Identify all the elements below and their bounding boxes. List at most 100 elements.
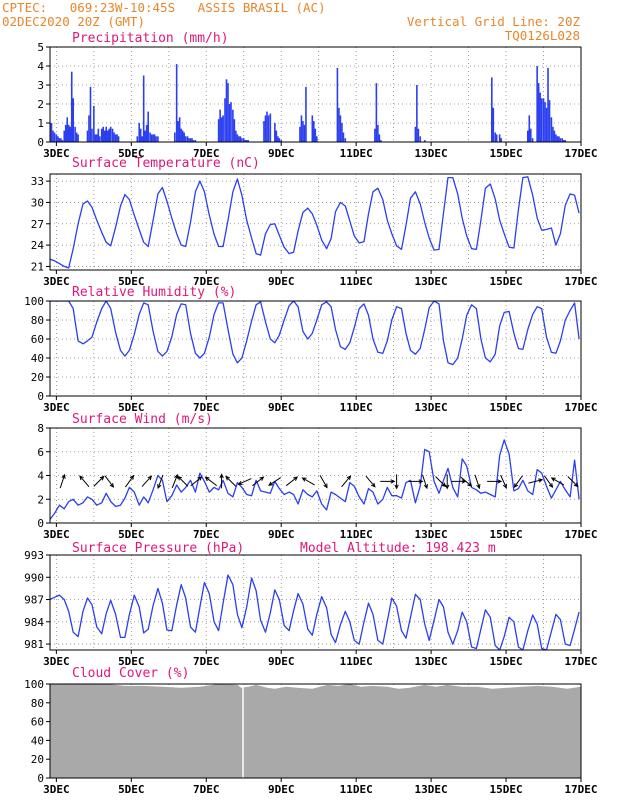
precip-bar [274, 123, 276, 142]
wind-arrow [487, 479, 503, 484]
precip-bar [227, 83, 229, 142]
x-tick-label: 5DEC [118, 401, 145, 414]
precip-bar [236, 134, 239, 142]
x-tick-label: 17DEC [564, 783, 597, 796]
precip-bar [375, 83, 378, 142]
precip-bar [263, 121, 265, 142]
x-tick-label: 7DEC [193, 783, 220, 796]
wind-arrow [394, 474, 399, 490]
x-tick-label: 7DEC [193, 275, 220, 288]
precip-bar [564, 140, 567, 142]
precip-bar [60, 138, 62, 142]
precip-bar [74, 126, 76, 142]
x-tick-label: 13DEC [415, 401, 448, 414]
precip-bar [189, 138, 192, 142]
precip-bar [238, 136, 240, 142]
precip-bar [63, 130, 66, 142]
precip-bar [542, 98, 545, 142]
precip-bar [219, 109, 221, 142]
x-tick-label: 9DEC [268, 528, 295, 541]
y-tick-label: 993 [24, 549, 44, 562]
precip-bar [344, 138, 347, 142]
panel-4: 981 984 987 990 993 3DEC 5DEC 7DEC 9DEC 11DEC 13DE… [24, 541, 597, 668]
y-tick-label: 984 [24, 616, 44, 629]
precip-bar [536, 66, 538, 142]
precip-bar [341, 123, 343, 142]
panel-5: 0 20 40 60 80 100 3DEC 5DEC 7DEC 9DEC 11DEC 13DEC 15… [24, 666, 597, 796]
precip-bar [558, 136, 560, 142]
precip-bar [100, 128, 103, 142]
precip-bar [188, 138, 190, 142]
precip-bar [419, 136, 422, 142]
model-code: TQ0126L028 [504, 28, 580, 43]
panel-2: 0 20 40 60 80 100 3DEC 5DEC 7DEC 9DEC 11DEC 13DEC 15… [24, 285, 597, 414]
precip-bar [552, 126, 554, 142]
precip-bar [269, 113, 272, 142]
y-tick-label: 40 [31, 734, 44, 747]
precip-bar [142, 75, 145, 142]
precip-bar [61, 140, 64, 142]
x-tick-label: 7DEC [193, 655, 220, 668]
y-tick-label: 3 [37, 79, 44, 92]
precip-bar [108, 128, 111, 142]
x-tick-label: 3DEC [43, 655, 70, 668]
precip-bar [526, 130, 529, 142]
precip-bar [500, 138, 502, 142]
plot-area [50, 64, 567, 142]
precip-bar [494, 132, 496, 142]
precip-bar [150, 134, 153, 142]
precip-bar [77, 134, 79, 142]
precip-bar [561, 138, 564, 142]
x-tick-label: 3DEC [43, 147, 70, 160]
cloud-area [50, 684, 581, 778]
panel-frame [49, 554, 582, 651]
y-tick-label: 4 [37, 60, 44, 73]
panel-1: 21 24 27 30 33 3DEC 5DEC 7DEC 9DEC 11DEC 13DEC 15DE… [31, 156, 598, 288]
panel-title: Precipitation (mm/h) [72, 31, 229, 46]
y-tick-label: 5 [37, 41, 44, 54]
series-line [50, 439, 580, 520]
precip-bar [105, 126, 108, 142]
x-tick-label: 5DEC [118, 783, 145, 796]
precip-bar [302, 121, 304, 142]
precip-bar [531, 138, 534, 142]
y-tick-label: 990 [24, 571, 44, 584]
panel-annotation: Model Altitude: 198.423 m [300, 541, 496, 556]
wind-arrow [104, 475, 115, 488]
wind-arrow [219, 473, 224, 489]
wind-arrow [177, 475, 189, 487]
precip-bar [342, 132, 345, 142]
x-tick-label: 15DEC [489, 275, 522, 288]
precip-bar [114, 134, 117, 142]
precip-bar [339, 115, 342, 142]
precip-bar [155, 136, 157, 142]
precip-bar [338, 107, 340, 142]
panel-frame [49, 46, 582, 143]
precip-bar [116, 134, 118, 142]
y-tick-label: 20 [31, 753, 44, 766]
wind-arrow [451, 479, 467, 484]
precip-bar [313, 121, 315, 142]
precip-bar [378, 134, 381, 142]
precip-bar [299, 126, 301, 142]
panel-title: Relative Humidity (%) [72, 285, 236, 300]
y-tick-label: 24 [31, 239, 45, 252]
precip-bar [117, 136, 120, 142]
wind-arrow [285, 476, 299, 487]
precip-bar [178, 117, 181, 142]
precip-bar [545, 107, 548, 142]
precip-bar [57, 136, 59, 142]
wind-arrow [157, 474, 164, 490]
precip-bar [547, 67, 549, 142]
precip-bar [225, 79, 228, 142]
precip-bar [374, 128, 376, 142]
x-tick-label: 11DEC [340, 275, 373, 288]
y-tick-label: 6 [37, 446, 44, 459]
y-tick-label: 30 [31, 196, 44, 209]
precip-bar [69, 126, 72, 142]
wind-arrow [204, 476, 217, 486]
precip-bar [145, 124, 148, 142]
precip-bar [58, 138, 61, 142]
x-tick-label: 17DEC [564, 655, 597, 668]
